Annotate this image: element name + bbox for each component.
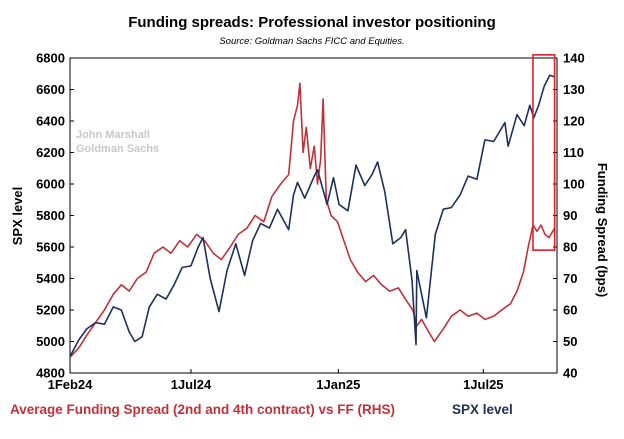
right-axis-ticks: 40 50 60 70 80 90 100 110 120 130 140 [553, 51, 585, 381]
right-tick-label: 100 [563, 177, 585, 192]
right-tick-label: 90 [563, 208, 577, 223]
right-tick-label: 70 [563, 271, 577, 286]
left-tick-label: 6400 [36, 114, 65, 129]
left-tick-label: 6600 [36, 82, 65, 97]
y-axis-label-left: SPX level [10, 187, 25, 246]
left-tick-label: 5200 [36, 303, 65, 318]
highlight-box [532, 54, 556, 251]
right-tick-label: 40 [563, 366, 577, 381]
left-tick-label: 5400 [36, 271, 65, 286]
left-tick-label: 6000 [36, 177, 65, 192]
right-tick-label: 80 [563, 240, 577, 255]
right-tick-label: 60 [563, 303, 577, 318]
watermark-line-2: Goldman Sachs [76, 143, 159, 155]
chart-subtitle: Source: Goldman Sachs FICC and Equities. [219, 36, 404, 47]
right-tick-label: 110 [563, 145, 584, 160]
left-tick-label: 5000 [36, 334, 65, 349]
left-tick-label: 6800 [36, 51, 65, 66]
legend-spx-level: SPX level [452, 402, 513, 417]
left-tick-label: 5600 [36, 240, 65, 255]
y-axis-label-right: Funding Spread (bps) [595, 163, 610, 297]
x-tick-label: 1Jan25 [316, 377, 360, 392]
watermark-line-1: John Marshall [76, 129, 150, 141]
right-tick-label: 130 [563, 82, 585, 97]
chart-title: Funding spreads: Professional investor p… [128, 14, 496, 31]
left-tick-label: 6200 [36, 145, 65, 160]
left-axis-ticks: 4800 5000 5200 5400 5600 5800 6000 6200 6400 6600… [36, 51, 74, 381]
right-tick-label: 140 [563, 51, 585, 66]
series-layer [69, 74, 556, 358]
legend-funding-spread: Average Funding Spread (2nd and 4th cont… [10, 402, 395, 417]
left-tick-label: 5800 [36, 208, 65, 223]
x-axis-ticks: 1Feb24 1Jul24 1Jan25 1Jul25 [48, 369, 504, 392]
right-tick-label: 50 [563, 334, 577, 349]
x-tick-label: 1Feb24 [48, 377, 94, 392]
plot-area [69, 57, 558, 374]
right-tick-label: 120 [563, 114, 585, 129]
x-tick-label: 1Jul25 [463, 377, 503, 392]
left-tick-label: 4800 [36, 366, 65, 381]
funding-spread-line [69, 82, 556, 358]
x-tick-label: 1Jul24 [171, 377, 212, 392]
spx-level-line [69, 74, 555, 357]
